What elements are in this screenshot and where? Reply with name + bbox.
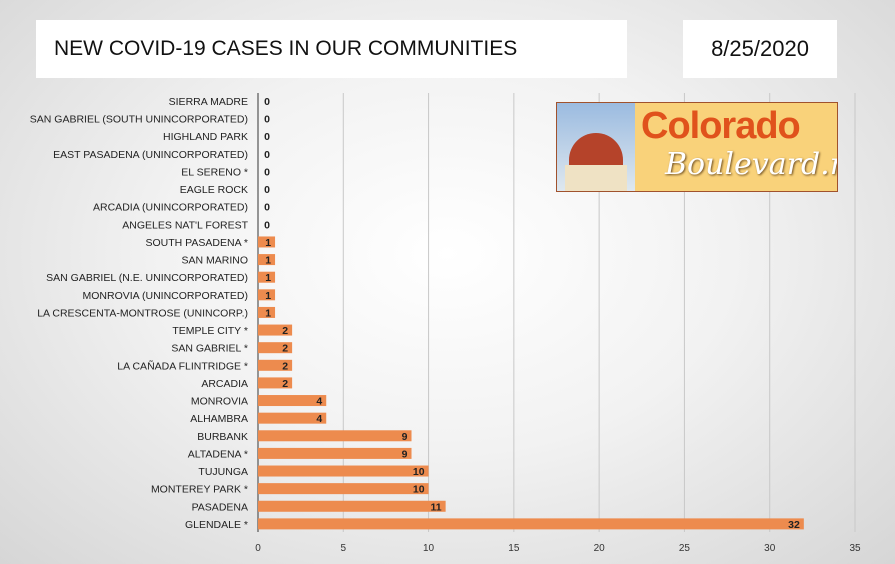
bar [258, 430, 412, 442]
category-label: SAN GABRIEL (N.E. UNINCORPORATED) [46, 272, 248, 284]
category-label: SOUTH PASADENA * [146, 237, 249, 249]
category-label: BURBANK [197, 431, 248, 443]
category-label: HIGHLAND PARK [163, 131, 248, 143]
bar [258, 483, 429, 495]
category-label: SAN MARINO [181, 255, 248, 267]
colorado-boulevard-logo: Colorado Boulevard.net [556, 102, 838, 192]
data-label: 0 [264, 149, 270, 161]
data-label: 2 [282, 325, 288, 337]
bar [258, 412, 327, 424]
chart-title: NEW COVID-19 CASES IN OUR COMMUNITIES [36, 20, 627, 78]
category-label: PASADENA [192, 501, 248, 513]
data-label: 0 [264, 96, 270, 108]
bar [258, 465, 429, 477]
data-label: 0 [264, 184, 270, 196]
category-label: ALTADENA * [188, 448, 248, 460]
bar [258, 254, 276, 266]
data-label: 0 [264, 202, 270, 214]
x-tick-label: 35 [849, 543, 861, 554]
bar [258, 342, 293, 354]
bar [258, 500, 446, 512]
category-label: SAN GABRIEL (SOUTH UNINCORPORATED) [30, 114, 248, 126]
bar [258, 359, 293, 371]
data-label: 0 [264, 114, 270, 126]
data-label: 1 [265, 272, 271, 284]
bar [258, 289, 276, 301]
logo-line1: Colorado [641, 105, 801, 147]
category-label: LA CRESCENTA-MONTROSE (UNINCORP.) [37, 307, 248, 319]
category-label: MONROVIA (UNINCORPORATED) [83, 290, 248, 302]
bar [258, 271, 276, 283]
bar [258, 236, 276, 248]
category-label: TUJUNGA [198, 466, 248, 478]
category-label: ARCADIA (UNINCORPORATED) [93, 202, 248, 214]
data-label: 32 [788, 519, 800, 531]
category-label: MONTEREY PARK * [151, 484, 248, 496]
x-tick-label: 20 [594, 543, 606, 554]
data-label: 9 [402, 448, 408, 460]
x-tick-label: 30 [764, 543, 776, 554]
data-label: 1 [265, 307, 271, 319]
data-label: 1 [265, 255, 271, 267]
category-label: ALHAMBRA [190, 413, 248, 425]
bar [258, 518, 804, 530]
data-label: 0 [264, 166, 270, 178]
category-label: LA CAÑADA FLINTRIDGE * [117, 359, 248, 372]
bar [258, 377, 293, 389]
category-label: MONROVIA [191, 396, 248, 408]
bar [258, 324, 293, 336]
data-label: 11 [431, 501, 442, 513]
x-tick-label: 15 [508, 543, 520, 554]
data-label: 10 [413, 484, 425, 496]
category-label: EAST PASADENA (UNINCORPORATED) [53, 149, 248, 161]
x-tick-label: 10 [423, 543, 435, 554]
category-label: ANGELES NAT'L FOREST [122, 219, 248, 231]
x-tick-label: 25 [679, 543, 691, 554]
logo-line2: Boulevard.net [665, 147, 837, 182]
bar [258, 447, 412, 459]
data-label: 0 [264, 131, 270, 143]
data-label: 2 [282, 343, 288, 355]
data-label: 2 [282, 360, 288, 372]
category-label: TEMPLE CITY * [172, 325, 248, 337]
data-label: 4 [316, 413, 322, 425]
bar [258, 395, 327, 407]
city-hall-dome-image [557, 103, 635, 191]
category-label: EL SERENO * [181, 166, 248, 178]
category-label: GLENDALE * [185, 519, 248, 531]
chart-date: 8/25/2020 [683, 20, 837, 78]
data-label: 10 [413, 466, 425, 478]
category-label: ARCADIA [201, 378, 248, 390]
category-label: EAGLE ROCK [180, 184, 248, 196]
x-tick-label: 0 [255, 543, 261, 554]
bar [258, 306, 276, 318]
data-label: 9 [402, 431, 408, 443]
x-tick-label: 5 [341, 543, 347, 554]
category-label: SIERRA MADRE [169, 96, 248, 108]
data-label: 0 [264, 219, 270, 231]
category-label: SAN GABRIEL * [171, 343, 248, 355]
data-label: 2 [282, 378, 288, 390]
data-label: 4 [316, 396, 322, 408]
data-label: 1 [265, 290, 271, 302]
data-label: 1 [265, 237, 271, 249]
